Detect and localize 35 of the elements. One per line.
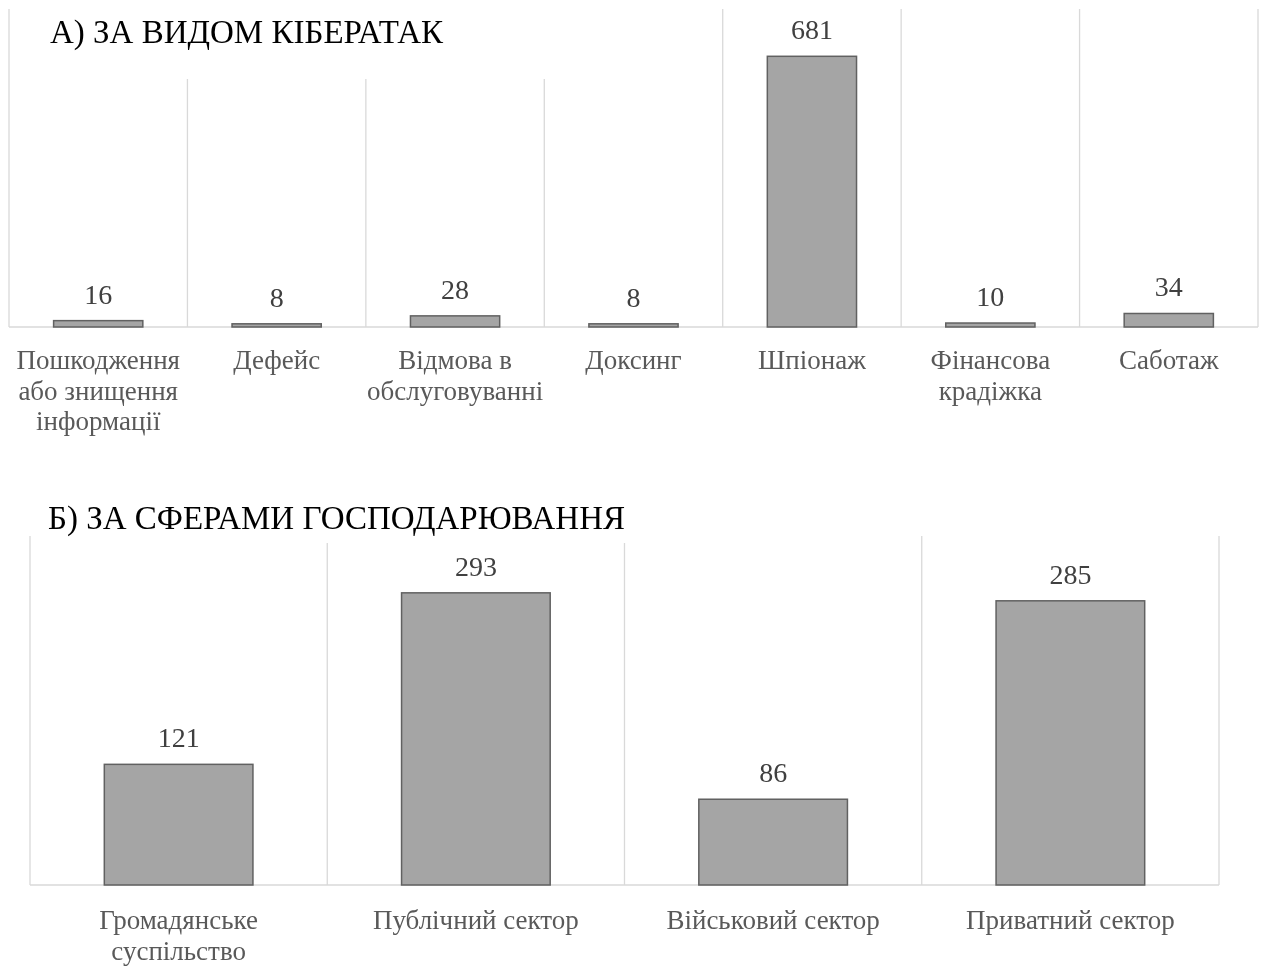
bar — [588, 323, 679, 328]
data-label: 285 — [1049, 558, 1092, 590]
bar — [945, 322, 1036, 328]
bar — [1123, 312, 1215, 328]
bar — [103, 763, 254, 886]
x-tick-label: Фінансова крадіжка — [930, 345, 1051, 406]
data-label: 121 — [157, 722, 200, 754]
data-label: 293 — [454, 550, 497, 582]
data-label: 10 — [976, 281, 1005, 313]
x-tick-label: Доксинг — [585, 345, 682, 375]
data-label: 8 — [626, 281, 641, 313]
x-tick-label: Саботаж — [1118, 345, 1219, 375]
bar — [698, 798, 849, 886]
x-tick-label: Пошкодження або знищення інформації — [16, 345, 181, 436]
x-tick-label: Приватний сектор — [966, 905, 1175, 935]
data-label: 8 — [269, 281, 284, 313]
bar — [52, 319, 144, 328]
data-label: 28 — [441, 273, 470, 305]
x-tick-label: Відмова в обслуговуванні — [366, 345, 544, 406]
bar — [231, 323, 322, 328]
x-tick-label: Шпіонаж — [758, 345, 867, 375]
bar — [995, 600, 1146, 886]
chart-title: А) ЗА ВИДОМ КІБЕРАТАК — [50, 14, 444, 51]
bar — [400, 592, 551, 886]
data-label: 16 — [84, 278, 113, 310]
x-tick-label: Військовий сектор — [666, 905, 880, 935]
bar — [409, 315, 501, 328]
x-tick-label: Публічний сектор — [372, 905, 579, 935]
chart-title: Б) ЗА СФЕРАМИ ГОСПОДАРЮВАННЯ — [48, 500, 626, 537]
bar — [766, 55, 858, 328]
data-label: 34 — [1154, 271, 1183, 303]
data-label: 681 — [790, 14, 833, 46]
x-tick-label: Громадянське суспільство — [99, 905, 258, 966]
data-label: 86 — [759, 757, 788, 789]
x-tick-label: Дефейс — [233, 345, 321, 375]
